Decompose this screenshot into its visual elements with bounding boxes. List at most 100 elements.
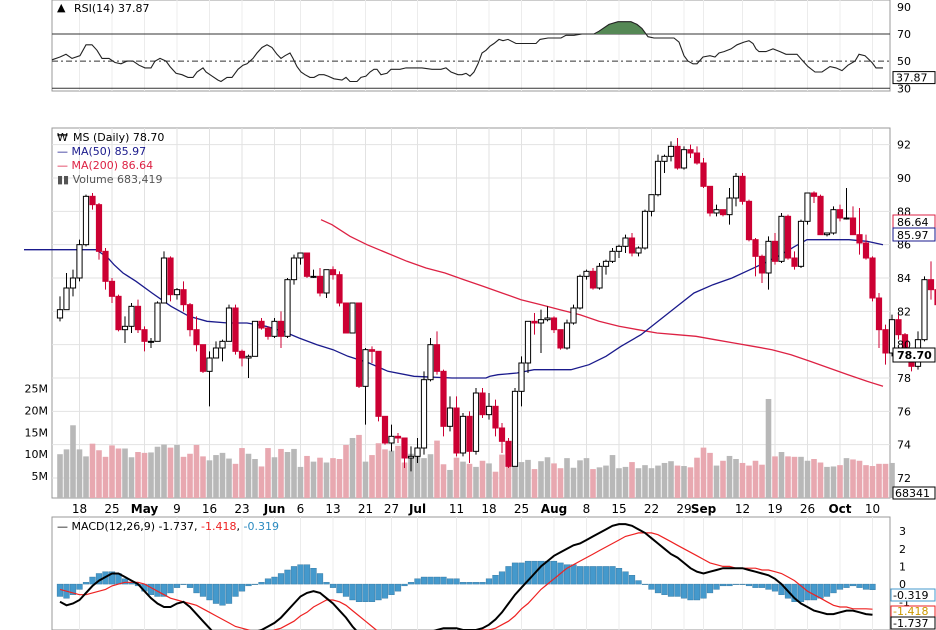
volume-bar (512, 462, 518, 498)
candle (498, 423, 506, 453)
rsi-series: 37.87 (51, 21, 936, 85)
volume-bar (694, 457, 700, 498)
macd-hist-bar (791, 583, 798, 602)
candle (290, 254, 298, 285)
candle (674, 138, 681, 170)
candle (836, 204, 844, 222)
candle (258, 318, 265, 330)
candle (667, 141, 675, 162)
candle (719, 209, 727, 217)
candle-body (635, 247, 642, 254)
candle (323, 269, 330, 298)
volume-bar (239, 448, 245, 498)
candle-body (108, 280, 116, 297)
candle (583, 269, 590, 280)
candle (232, 304, 239, 355)
candle (856, 208, 863, 255)
volume-bar (772, 456, 778, 498)
volume-bar (655, 465, 661, 498)
macd-hist-bar (69, 583, 77, 595)
candle (89, 193, 96, 210)
macd-hist-bar (752, 583, 759, 588)
price-tick-label: 76 (897, 405, 911, 418)
macd-hist-bar (258, 582, 265, 585)
volume-bar (843, 458, 850, 498)
macd-hist-bar (121, 578, 129, 585)
candle-icon: ₩ (57, 131, 68, 144)
macd-hist-bar (693, 583, 701, 601)
volume-bar (453, 457, 460, 498)
volume-bar (733, 459, 739, 498)
candle-body (589, 270, 597, 289)
macd-hist-bar (89, 576, 96, 585)
candle-body (524, 320, 532, 364)
macd-hist-bar (206, 583, 213, 601)
candle (726, 188, 733, 225)
volume-bar (291, 448, 297, 498)
volume-bar (525, 459, 531, 498)
candle-body (739, 175, 746, 202)
macd-hist-bar (329, 583, 337, 588)
volume-bar (785, 456, 791, 498)
macd-hist-bar (381, 583, 389, 599)
candle (518, 356, 525, 407)
macd-hist-bar (810, 583, 818, 601)
candle-body (752, 239, 759, 257)
candle-body (505, 440, 512, 467)
date-tick-label: 27 (384, 502, 399, 516)
candle (635, 246, 642, 257)
candle (459, 413, 467, 457)
price-tick-label: 74 (897, 439, 911, 452)
candle (732, 173, 740, 207)
macd-hist-bar (459, 582, 467, 585)
macd-signal-line (59, 532, 873, 630)
candle (180, 281, 187, 312)
macd-hist-bar (518, 562, 525, 585)
volume-bar (642, 465, 648, 498)
price-tick-label: 92 (897, 139, 911, 152)
candle (271, 318, 278, 338)
macd-hist-bar (251, 583, 259, 585)
candle-body (186, 304, 194, 331)
rsi-icon: ▲ (57, 1, 66, 14)
candle-body (193, 329, 200, 346)
date-tick-label: 15 (611, 502, 626, 516)
macd-hist-bar (355, 583, 363, 602)
candle-body (674, 145, 681, 169)
price-tick-label: 82 (897, 305, 911, 318)
macd-hist-bar (537, 560, 545, 585)
macd-hist-bar (719, 583, 727, 587)
macd-hist-bar (862, 583, 870, 590)
candle-body (297, 252, 304, 259)
candle (193, 316, 200, 352)
volume-bar (206, 460, 213, 498)
price-tick-label: 78 (897, 372, 911, 385)
candle (121, 316, 129, 343)
candle-body (355, 302, 363, 387)
volume-bar (616, 468, 622, 498)
candle (173, 288, 181, 300)
volume-bar (863, 465, 869, 498)
macd-hist-bar (726, 583, 733, 587)
candle-body (687, 149, 694, 154)
macd-hist-bar (453, 578, 460, 585)
volume-bar (135, 452, 141, 498)
date-tick-label: 12 (735, 502, 750, 516)
volume-bar (869, 466, 876, 498)
candle (706, 185, 714, 217)
volume-bar (681, 466, 687, 498)
macd-hist-bar (160, 583, 168, 597)
macd-hist-bar (401, 583, 408, 587)
volume-bar (278, 448, 284, 498)
macd-hist-bar (700, 583, 707, 599)
macd-grid (79, 517, 873, 630)
candle-body (342, 302, 350, 334)
rsi-label: RSI(14) 37.87 (74, 2, 149, 15)
candle (310, 269, 317, 278)
candle-body (303, 252, 311, 277)
macd-hist-bar (108, 571, 116, 585)
candle (251, 320, 259, 357)
candles (56, 138, 936, 472)
candle-body (485, 405, 493, 416)
candle-body (336, 274, 343, 304)
